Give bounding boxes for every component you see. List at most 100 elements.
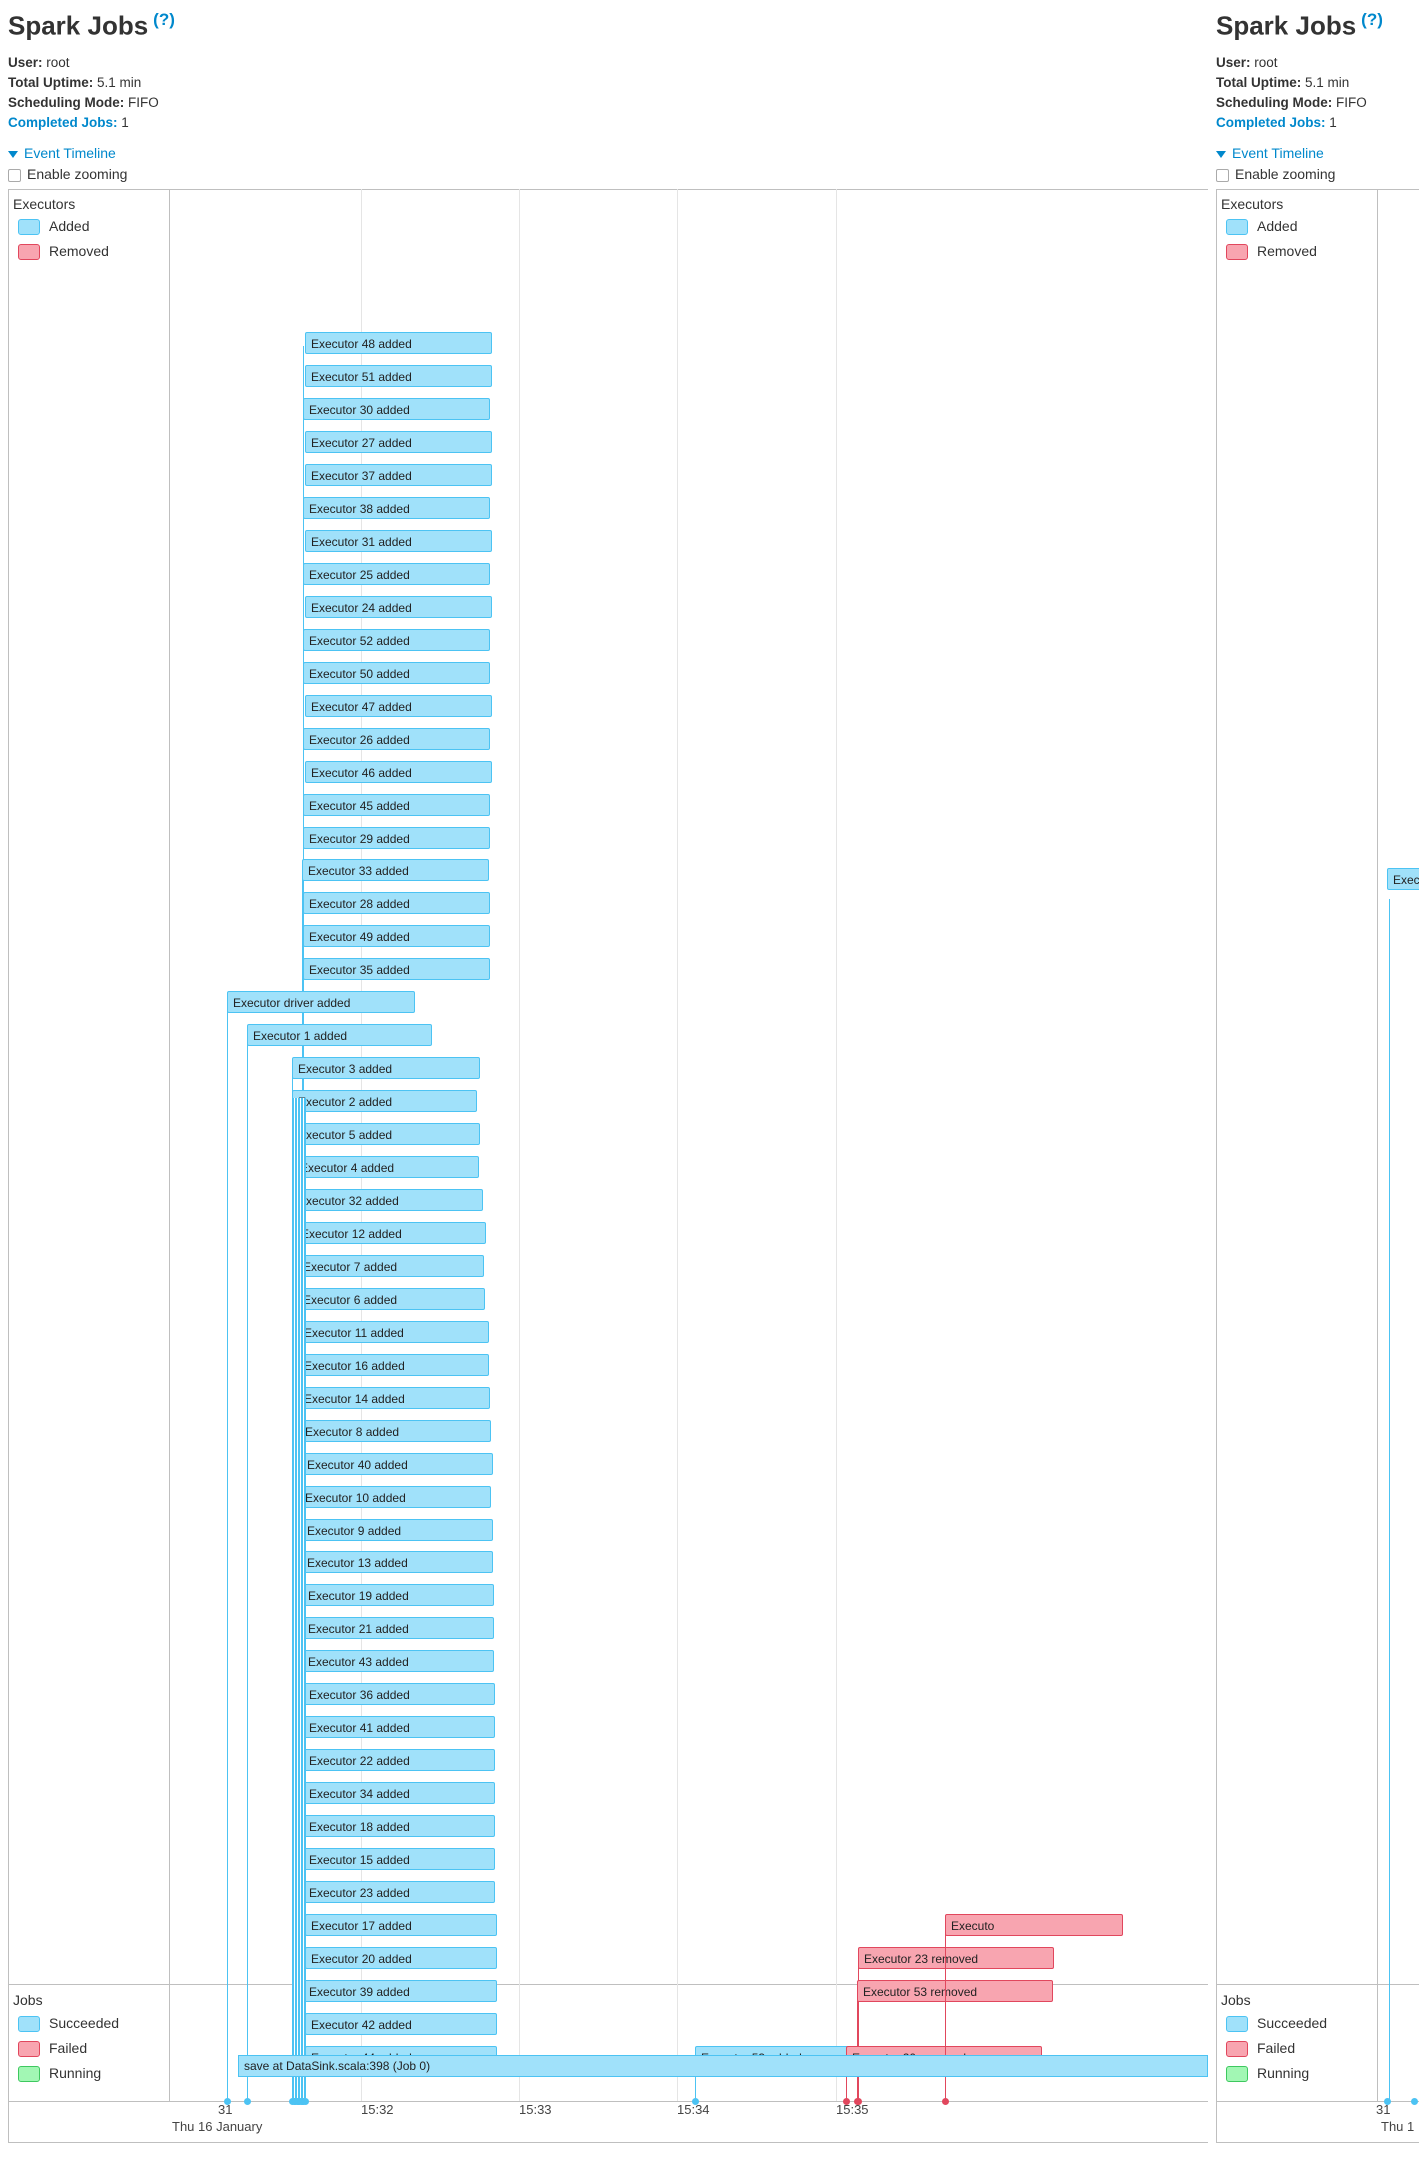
executor-event[interactable]: Executor 53 removed [857, 1980, 1053, 2002]
completed-jobs-link[interactable]: Completed Jobs: [8, 115, 118, 130]
legend-label: Succeeded [49, 2015, 120, 2031]
executor-event[interactable]: Executor 23 removed [858, 1947, 1054, 1969]
time-gridline [361, 189, 362, 2101]
executor-event[interactable]: Executor 28 added [303, 892, 490, 914]
timeline-frame [1216, 189, 1419, 2143]
executor-event[interactable]: Executor 3 added [292, 1057, 480, 1079]
executor-event[interactable]: Executor 42 added [305, 2013, 497, 2035]
executor-event[interactable]: Executor 41 added [303, 1716, 495, 1738]
executor-event[interactable]: Executor 8 added [299, 1420, 491, 1442]
event-marker-dot [244, 2098, 251, 2105]
time-gridline [836, 189, 837, 2101]
scheduling-mode-info-value: FIFO [128, 95, 159, 110]
scheduling-mode-info-value: FIFO [1336, 95, 1367, 110]
event-marker-dot [843, 2098, 850, 2105]
legend-label: Removed [49, 243, 109, 259]
executor-event[interactable]: Executor 27 added [305, 431, 492, 453]
completed-jobs-link[interactable]: Completed Jobs: [1216, 115, 1326, 130]
executor-event[interactable]: Executor 51 added [305, 365, 492, 387]
executor-event[interactable]: Executor 10 added [299, 1486, 491, 1508]
enable-zooming-checkbox[interactable] [8, 168, 21, 182]
enable-zooming-checkbox[interactable] [1216, 168, 1229, 182]
executor-event[interactable]: Executor 33 added [302, 859, 489, 881]
executor-event[interactable]: Executor 18 added [303, 1815, 495, 1837]
event-connector [945, 1928, 946, 2101]
user-info: User: root [1216, 55, 1278, 70]
executor-event[interactable]: Executor 19 added [302, 1584, 494, 1606]
executor-event[interactable]: Executor driver added [227, 991, 415, 1013]
executor-event[interactable]: Executor 48 added [305, 332, 492, 354]
legend-label: Failed [1257, 2040, 1296, 2056]
executor-event[interactable]: Executor 2 added [292, 1090, 477, 1112]
executor-event[interactable]: Executor 38 added [303, 497, 490, 519]
executor-event[interactable]: Executor 30 added [303, 398, 490, 420]
executor-event[interactable]: Executor 5 added [292, 1123, 480, 1145]
caret-down-icon [1216, 150, 1226, 158]
event-timeline-toggle[interactable]: Event Timeline [8, 145, 116, 161]
executor-event[interactable]: Executor 17 added [305, 1914, 497, 1936]
executor-event[interactable]: Executo [945, 1914, 1123, 1936]
event-marker-dot [942, 2098, 949, 2105]
executor-event[interactable]: Executor 13 added [301, 1551, 493, 1573]
event-timeline-toggle[interactable]: Event Timeline [1216, 145, 1324, 161]
executor-event-partial[interactable]: Exec [1387, 868, 1419, 890]
scheduling-mode-info-label: Scheduling Mode: [8, 95, 125, 110]
legend-label: Added [49, 218, 90, 234]
executor-event[interactable]: Executor 16 added [298, 1354, 489, 1376]
executor-event[interactable]: Executor 49 added [303, 925, 490, 947]
executor-event[interactable]: Executor 43 added [302, 1650, 494, 1672]
executor-event[interactable]: Executor 34 added [303, 1782, 495, 1804]
time-gridline [677, 189, 678, 2101]
legend-swatch [1226, 2041, 1248, 2058]
timeline-frame [8, 189, 1208, 2143]
executor-event[interactable]: Executor 46 added [305, 761, 492, 783]
legend-swatch [1226, 2016, 1248, 2033]
executor-event[interactable]: Executor 21 added [302, 1617, 494, 1639]
executor-event[interactable]: Executor 14 added [298, 1387, 490, 1409]
executor-event[interactable]: Executor 12 added [295, 1222, 486, 1244]
event-connector [846, 2060, 847, 2101]
axis-tick-label: 31 [1376, 2102, 1391, 2117]
help-link[interactable]: (?) [1361, 10, 1383, 29]
legend-swatch [18, 2066, 40, 2083]
completed-jobs-label: Completed Jobs: [8, 115, 118, 130]
legend-swatch [18, 2041, 40, 2058]
axis-tick-label: 31 [218, 2102, 233, 2117]
executor-event[interactable]: Executor 50 added [303, 662, 490, 684]
job-bar[interactable]: save at DataSink.scala:398 (Job 0) [238, 2055, 1208, 2077]
executor-event[interactable]: Executor 4 added [294, 1156, 479, 1178]
executor-event[interactable]: Executor 11 added [298, 1321, 489, 1343]
executor-legend-removed: Removed [18, 243, 109, 261]
executor-event[interactable]: Executor 35 added [303, 958, 490, 980]
executor-event[interactable]: Executor 25 added [303, 563, 490, 585]
event-connector [247, 1038, 248, 2101]
executor-event[interactable]: Executor 39 added [303, 1980, 497, 2002]
executor-event[interactable]: Executor 23 added [303, 1881, 495, 1903]
executor-event[interactable]: Executor 52 added [303, 629, 490, 651]
executor-event[interactable]: Executor 40 added [301, 1453, 493, 1475]
executor-event[interactable]: Executor 1 added [247, 1024, 432, 1046]
legend-swatch [1226, 2066, 1248, 2083]
executor-event[interactable]: Executor 47 added [305, 695, 492, 717]
jobs-group-label: Jobs [1221, 1992, 1251, 2008]
executor-event[interactable]: Executor 15 added [303, 1848, 495, 1870]
executor-event[interactable]: Executor 37 added [305, 464, 492, 486]
user-info-value: root [1254, 55, 1278, 70]
executor-event[interactable]: Executor 36 added [303, 1683, 495, 1705]
overlapping-event-lines [292, 1098, 306, 2101]
executor-event[interactable]: Executor 22 added [303, 1749, 495, 1771]
help-link[interactable]: (?) [153, 10, 175, 29]
executor-event[interactable]: Executor 32 added [292, 1189, 483, 1211]
executor-event[interactable]: Executor 7 added [297, 1255, 484, 1277]
executor-event[interactable]: Executor 29 added [303, 827, 490, 849]
executor-event[interactable]: Executor 20 added [305, 1947, 497, 1969]
executor-event[interactable]: Executor 31 added [305, 530, 492, 552]
page-title: Spark Jobs (?) [8, 10, 175, 42]
event-connector [227, 1005, 228, 2101]
executor-event[interactable]: Executor 9 added [301, 1519, 493, 1541]
executor-event[interactable]: Executor 26 added [303, 728, 490, 750]
executor-event[interactable]: Executor 24 added [305, 596, 492, 618]
executor-event[interactable]: Executor 45 added [303, 794, 490, 816]
axis-tick-label: 15:35 [836, 2102, 869, 2117]
executor-event[interactable]: Executor 6 added [297, 1288, 485, 1310]
